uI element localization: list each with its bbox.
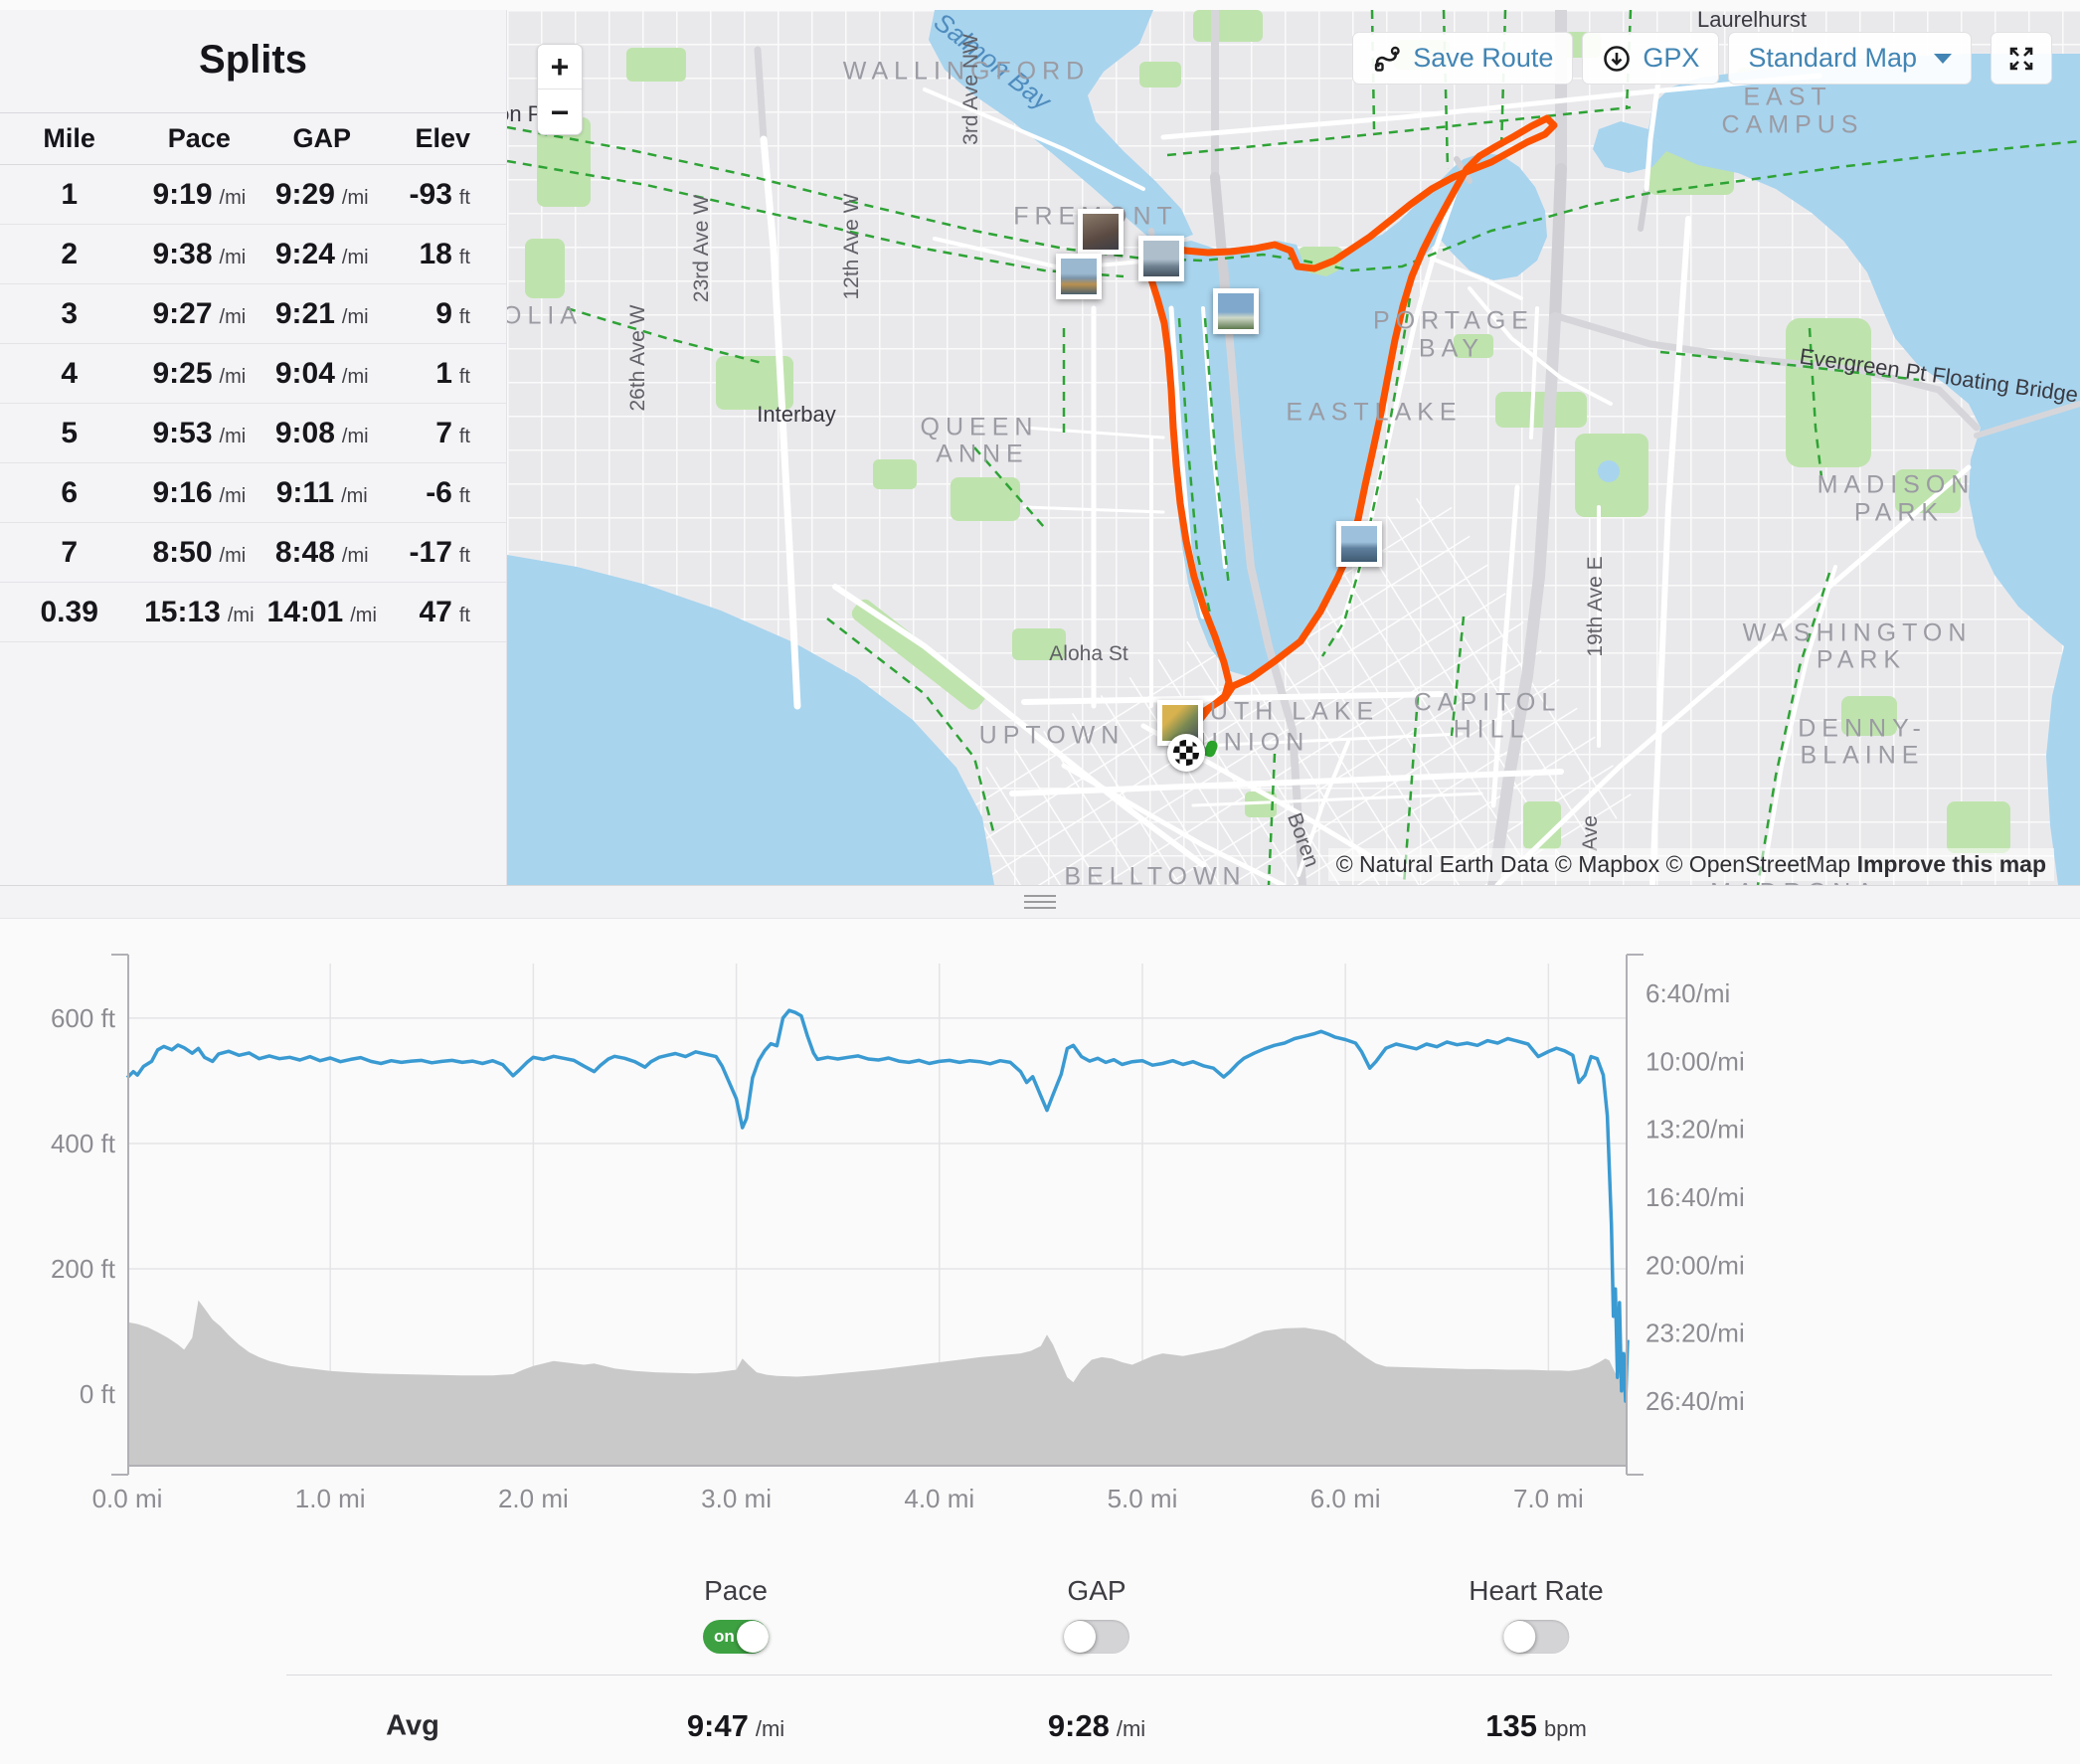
heart-rate-toggle-label: Heart Rate (1469, 1575, 1604, 1606)
gap-toggle-group: GAP (1064, 1575, 1129, 1654)
col-header-mile: Mile (0, 112, 139, 165)
table-row[interactable]: 4 9:25/mi 9:04/mi 1 ft (0, 343, 506, 404)
svg-text:600 ft: 600 ft (51, 1003, 116, 1033)
svg-text:6:40/mi: 6:40/mi (1646, 978, 1730, 1008)
attribution-text: © Natural Earth Data © Mapbox © OpenStre… (1335, 851, 1851, 877)
gap-toggle-label: GAP (1067, 1575, 1127, 1606)
svg-text:3.0 mi: 3.0 mi (701, 1484, 772, 1513)
table-row[interactable]: 5 9:53/mi 9:08/mi 7 ft (0, 403, 506, 463)
route-map[interactable]: Salmon Bayon ParkWALLINGFORDLaurelhurstE… (507, 10, 2080, 885)
table-row[interactable]: 0.39 15:13/mi 14:01/mi 47 ft (0, 582, 506, 642)
map-canvas (507, 10, 2080, 885)
fullscreen-icon (2006, 44, 2036, 74)
heart-rate-toggle[interactable] (1503, 1620, 1569, 1654)
zoom-out-button[interactable]: − (538, 89, 582, 134)
col-header-pace: Pace (138, 112, 260, 165)
chevron-down-icon (1934, 53, 1952, 64)
svg-text:16:40/mi: 16:40/mi (1646, 1182, 1745, 1212)
improve-map-link[interactable]: Improve this map (1856, 851, 2046, 877)
avg-heart-rate: 135 bpm (1485, 1707, 1587, 1743)
svg-text:13:20/mi: 13:20/mi (1646, 1115, 1745, 1145)
svg-text:5.0 mi: 5.0 mi (1108, 1484, 1178, 1513)
averages-row: Avg 9:47/mi 9:28/mi 135 bpm (286, 1675, 2052, 1764)
svg-text:400 ft: 400 ft (51, 1129, 116, 1158)
series-toggles-row: Pace on GAP Heart Rate (0, 1545, 2080, 1659)
table-row[interactable]: 7 8:50/mi 8:48/mi -17 ft (0, 522, 506, 583)
svg-text:20:00/mi: 20:00/mi (1646, 1250, 1745, 1280)
svg-text:0.0 mi: 0.0 mi (92, 1484, 163, 1513)
avg-pace: 9:47/mi (686, 1707, 785, 1743)
svg-text:23:20/mi: 23:20/mi (1646, 1319, 1745, 1348)
pace-toggle-label: Pace (704, 1575, 768, 1606)
route-photo-thumbnail[interactable] (1213, 288, 1259, 334)
gap-toggle[interactable] (1064, 1620, 1129, 1654)
activity-analysis-view: Splits Mile Pace GAP Elev 1 9:19/mi 9:29… (0, 10, 2080, 885)
svg-text:6.0 mi: 6.0 mi (1310, 1484, 1381, 1513)
save-route-label: Save Route (1413, 43, 1554, 73)
download-icon (1602, 44, 1632, 74)
gpx-label: GPX (1643, 43, 1700, 73)
route-photo-thumbnail[interactable] (1056, 254, 1102, 299)
col-header-gap: GAP (260, 112, 385, 165)
table-row[interactable]: 6 9:16/mi 9:11/mi -6 ft (0, 462, 506, 523)
fullscreen-button[interactable] (1991, 32, 2052, 85)
map-toolbar: Save Route GPX Standard Map (1352, 32, 2052, 85)
avg-label: Avg (386, 1709, 439, 1741)
drag-handle-icon (1024, 891, 1056, 913)
map-style-label: Standard Map (1748, 43, 1917, 73)
route-photo-thumbnail[interactable] (1336, 521, 1382, 567)
pace-toggle-group: Pace on (703, 1575, 769, 1654)
col-header-elev: Elev (384, 112, 506, 165)
svg-text:26:40/mi: 26:40/mi (1646, 1386, 1745, 1416)
route-icon (1372, 44, 1402, 74)
svg-text:0 ft: 0 ft (80, 1379, 116, 1409)
finish-flag-marker[interactable] (1167, 734, 1205, 772)
svg-text:200 ft: 200 ft (51, 1254, 116, 1284)
svg-text:4.0 mi: 4.0 mi (904, 1484, 974, 1513)
avg-gap: 9:28/mi (1047, 1707, 1146, 1743)
analysis-chart[interactable]: 600 ft 400 ft 200 ft 0 ft 6:40/mi 10:00/mi 13:… (0, 919, 2080, 1545)
table-row[interactable]: 2 9:38/mi 9:24/mi 18 ft (0, 224, 506, 284)
svg-text:10:00/mi: 10:00/mi (1646, 1046, 1745, 1076)
route-photo-thumbnail[interactable] (1078, 209, 1124, 255)
save-route-button[interactable]: Save Route (1352, 32, 1574, 85)
heart-rate-toggle-group: Heart Rate (1469, 1575, 1604, 1654)
splits-panel: Splits Mile Pace GAP Elev 1 9:19/mi 9:29… (0, 10, 507, 885)
svg-text:2.0 mi: 2.0 mi (498, 1484, 569, 1513)
route-polyline (1146, 114, 1558, 757)
route-photo-thumbnail[interactable] (1138, 236, 1184, 281)
map-style-dropdown[interactable]: Standard Map (1728, 32, 1972, 85)
map-attribution: © Natural Earth Data © Mapbox © OpenStre… (1327, 848, 2054, 881)
zoom-in-button[interactable]: + (538, 45, 582, 89)
splits-table: Mile Pace GAP Elev 1 9:19/mi 9:29/mi -93… (0, 112, 506, 642)
pace-toggle[interactable]: on (703, 1620, 769, 1654)
table-row[interactable]: 1 9:19/mi 9:29/mi -93 ft (0, 164, 506, 225)
table-row[interactable]: 3 9:27/mi 9:21/mi 9 ft (0, 283, 506, 344)
panel-resize-divider[interactable] (0, 885, 2080, 919)
gpx-download-button[interactable]: GPX (1582, 32, 1720, 85)
map-zoom-control: + − (537, 44, 583, 135)
svg-text:1.0 mi: 1.0 mi (295, 1484, 366, 1513)
splits-title: Splits (199, 38, 307, 82)
svg-text:7.0 mi: 7.0 mi (1513, 1484, 1584, 1513)
